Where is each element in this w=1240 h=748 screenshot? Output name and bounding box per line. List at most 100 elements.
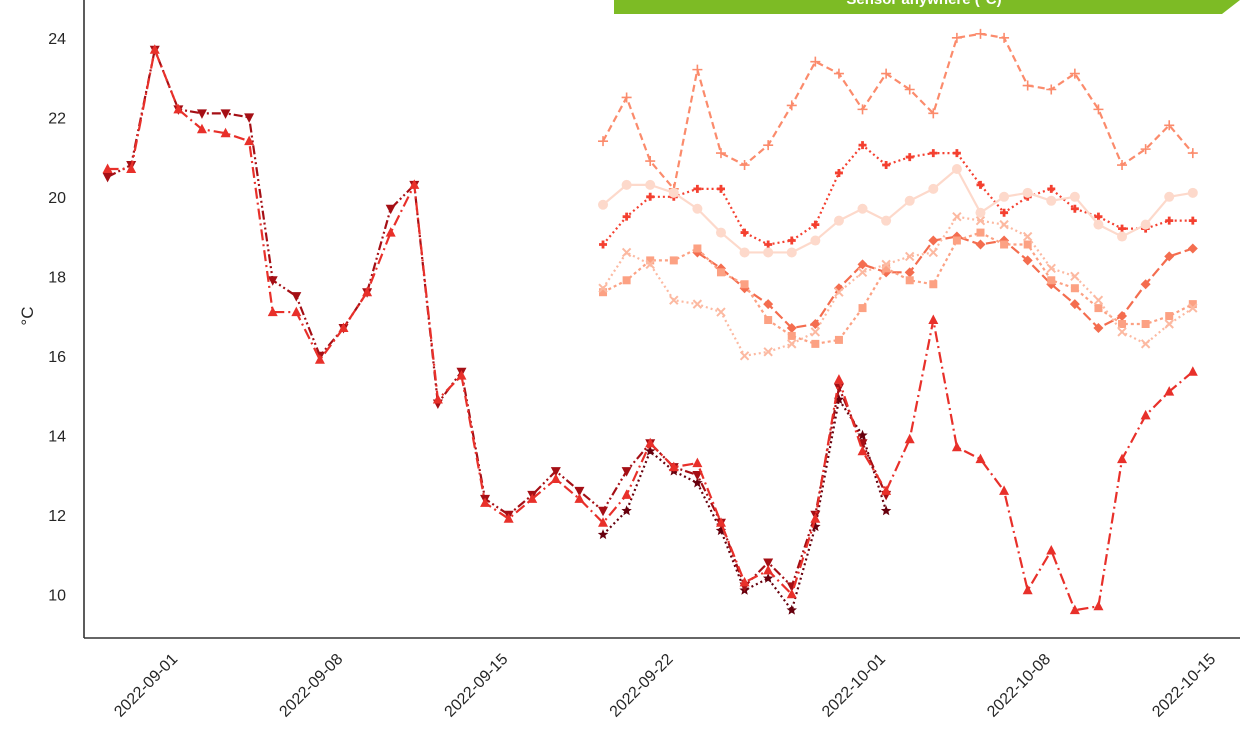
data-point-triangle-up-marker: [480, 497, 491, 507]
data-point-triangle-down-marker: [763, 558, 774, 568]
data-point-square-marker: [716, 268, 725, 277]
data-point-plus-bold-marker: [834, 168, 843, 177]
data-point-x-marker: [1046, 263, 1056, 274]
data-point-plus-marker: [598, 136, 609, 147]
data-point-circle-marker: [928, 183, 939, 194]
data-point-diamond-marker: [1117, 311, 1128, 322]
data-point-plus-marker: [857, 104, 868, 115]
data-point-plus-marker: [692, 64, 703, 75]
data-point-circle-marker: [692, 203, 703, 214]
data-point-triangle-up-marker: [291, 306, 302, 317]
data-point-triangle-up-marker: [102, 163, 113, 173]
data-point-star-marker: [597, 529, 609, 540]
data-point-triangle-down-marker: [220, 109, 231, 119]
data-point-diamond-marker: [1069, 299, 1080, 310]
data-point-square-marker: [1047, 276, 1056, 285]
data-point-square-marker: [858, 304, 867, 313]
y-tick-label: 24: [48, 31, 66, 48]
series-2: [102, 45, 892, 592]
data-point-square-marker: [905, 276, 914, 285]
data-point-triangle-up-marker: [196, 123, 207, 134]
data-point-triangle-up-marker: [999, 485, 1010, 495]
data-point-triangle-up-marker: [432, 394, 443, 404]
series-6: [598, 28, 1198, 194]
data-point-triangle-up-marker: [362, 286, 373, 297]
data-point-x-marker: [1070, 271, 1080, 282]
data-point-x-marker: [1140, 339, 1151, 349]
data-point-star-marker: [715, 525, 727, 536]
data-point-plus-bold-marker: [764, 240, 773, 249]
data-point-triangle-up-marker: [550, 473, 561, 484]
data-point-triangle-up-marker: [1187, 366, 1198, 376]
data-point-triangle-down-marker: [621, 467, 632, 477]
data-point-square-marker: [599, 288, 608, 297]
data-point-x-marker: [834, 287, 844, 297]
data-point-triangle-down-marker: [692, 471, 703, 481]
data-point-triangle-up-marker: [881, 485, 892, 495]
data-point-square-marker: [1094, 304, 1103, 313]
data-point-triangle-up-marker: [149, 44, 160, 54]
data-point-diamond-marker: [1187, 243, 1198, 254]
data-point-plus-marker: [763, 140, 774, 151]
data-point-plus-marker: [904, 84, 915, 95]
data-point-triangle-up-marker: [1093, 600, 1104, 611]
y-tick-label: 22: [48, 110, 66, 127]
data-point-square-marker: [1165, 312, 1174, 321]
data-point-triangle-up-marker: [220, 127, 231, 138]
data-point-circle-marker: [810, 235, 821, 246]
data-point-plus-bold-marker: [858, 141, 867, 150]
data-point-triangle-up-marker: [951, 441, 962, 452]
data-point-x-marker: [999, 219, 1009, 230]
data-point-triangle-up-marker: [668, 461, 679, 472]
data-point-square-marker: [740, 280, 749, 289]
data-point-triangle-up-marker: [503, 513, 514, 523]
series-line: [602, 215, 1194, 357]
data-point-square-marker: [1070, 284, 1079, 293]
data-point-plus-bold-marker: [1070, 204, 1079, 213]
series-line: [107, 48, 888, 588]
data-point-triangle-down-marker: [196, 109, 207, 119]
data-point-diamond-marker: [786, 322, 797, 333]
data-point-triangle-up-marker: [645, 437, 656, 448]
data-point-circle-marker: [1022, 187, 1033, 198]
data-point-circle-marker: [763, 247, 774, 258]
data-point-plus-bold-marker: [1094, 212, 1103, 221]
data-point-circle-marker: [975, 207, 986, 218]
data-point-plus-marker: [1093, 104, 1104, 115]
data-point-circle-marker: [598, 199, 609, 210]
data-point-star-marker: [692, 477, 703, 488]
y-tick-label: 20: [48, 190, 66, 207]
data-point-star-marker: [786, 604, 797, 615]
data-point-plus-bold-marker: [976, 180, 985, 189]
data-point-star-marker: [857, 429, 868, 440]
data-point-square-marker: [1000, 240, 1009, 249]
data-point-x-marker: [881, 259, 891, 270]
data-point-circle-marker: [739, 247, 750, 258]
banner: Sensor anywhere (°C): [614, 0, 1240, 14]
data-point-plus-bold-marker: [693, 184, 702, 193]
data-point-triangle-up-marker: [409, 179, 420, 189]
data-point-plus-bold-marker: [905, 153, 914, 162]
x-tick-label: 2022-10-08: [984, 651, 1054, 721]
data-point-x-marker: [1117, 327, 1127, 337]
data-point-triangle-down-marker: [267, 276, 278, 286]
data-point-triangle-down-marker: [291, 292, 302, 302]
data-point-plus-marker: [999, 32, 1010, 43]
data-point-plus-marker: [975, 28, 986, 39]
data-point-x-marker: [905, 251, 915, 262]
y-tick-label: 12: [48, 508, 66, 525]
data-point-square-marker: [764, 316, 773, 325]
data-point-plus-marker: [715, 148, 726, 159]
data-point-square-marker: [1118, 320, 1127, 328]
x-tick-label: 2022-10-15: [1149, 651, 1219, 721]
data-point-plus-bold-marker: [599, 240, 608, 249]
data-point-plus-marker: [951, 32, 962, 43]
data-point-triangle-up-marker: [1117, 453, 1128, 464]
data-point-triangle-up-marker: [574, 493, 585, 503]
axes: °C 10 12 14 16 18 20 22 24 2022-09-01 2022-09-08 2…: [18, 0, 1240, 721]
data-point-triangle-up-marker: [904, 433, 915, 444]
data-point-triangle-up-marker: [739, 576, 750, 587]
data-point-square-marker: [834, 335, 843, 344]
data-point-triangle-up-marker: [810, 513, 821, 523]
